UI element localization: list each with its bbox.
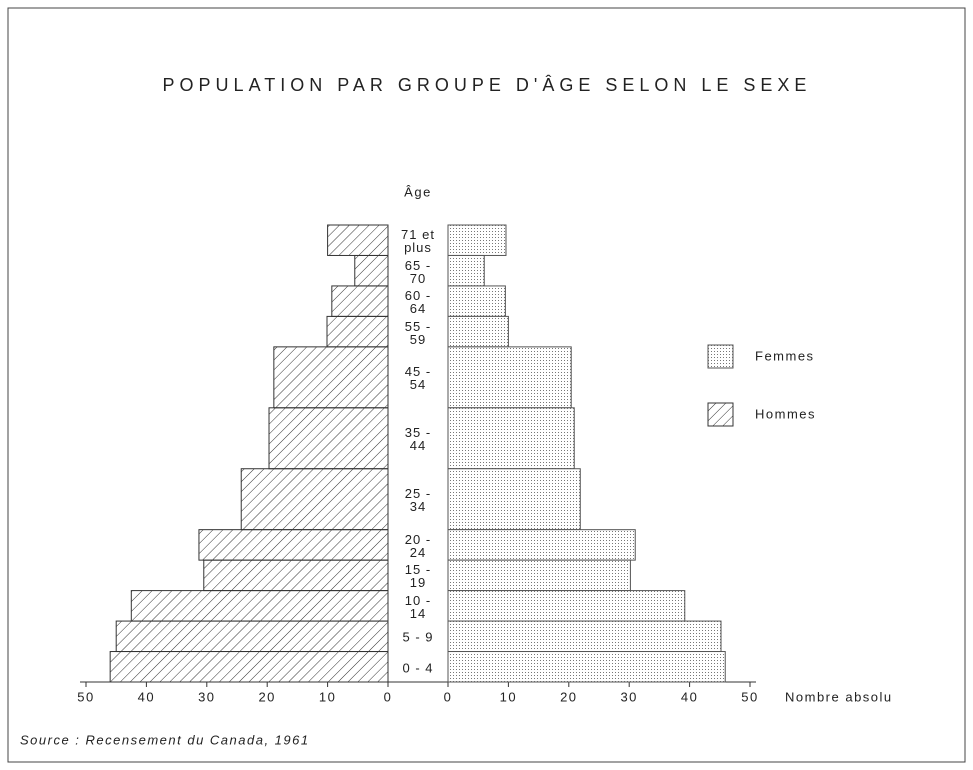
y-tick-label: 65 - 70 <box>404 257 432 286</box>
bar <box>354 254 389 287</box>
bar <box>447 590 686 622</box>
x-tick-label: 40 <box>681 689 698 704</box>
x-tick-label: 50 <box>77 689 94 704</box>
bar <box>203 559 389 592</box>
legend-swatch <box>707 344 734 369</box>
x-tick-label: 10 <box>500 689 517 704</box>
x-tick-label: 20 <box>258 689 275 704</box>
bar <box>130 590 389 622</box>
bar <box>447 620 722 653</box>
y-tick-label: 25 - 34 <box>404 486 432 515</box>
x-tick-label: 10 <box>319 689 336 704</box>
y-tick-label: 20 - 24 <box>404 531 432 560</box>
bar <box>447 468 581 531</box>
x-tick-label: 20 <box>560 689 577 704</box>
x-tick-label: 0 <box>384 689 393 704</box>
y-tick-label: 71 et plus <box>401 227 435 256</box>
x-tick-label: 50 <box>741 689 758 704</box>
chart-title: POPULATION PAR GROUPE D'ÂGE SELON LE SEX… <box>163 75 812 95</box>
y-tick-label: 45 - 54 <box>404 364 432 393</box>
bar <box>447 224 507 256</box>
bar <box>447 315 509 348</box>
bar <box>326 315 389 348</box>
y-tick-label: 55 - 59 <box>404 318 432 347</box>
bar <box>331 285 389 317</box>
bar <box>240 468 389 531</box>
x-tick-label: 0 <box>444 689 453 704</box>
bar <box>109 651 389 683</box>
y-tick-label: 15 - 19 <box>404 562 432 591</box>
y-tick-label: 35 - 44 <box>404 425 432 454</box>
bar <box>273 346 389 409</box>
bar <box>447 651 726 683</box>
bar <box>268 407 389 470</box>
legend-label: Hommes <box>755 406 816 421</box>
frame <box>7 7 966 763</box>
x-tick-label: 40 <box>138 689 155 704</box>
legend-swatch <box>707 402 734 427</box>
bar <box>327 224 389 256</box>
x-tick-label: 30 <box>620 689 637 704</box>
bar <box>447 285 506 317</box>
bar <box>447 407 575 470</box>
source: Source : Recensement du Canada, 1961 <box>20 732 310 747</box>
bar <box>115 620 389 653</box>
bar <box>447 559 631 592</box>
x-tick-label: 30 <box>198 689 215 704</box>
y-tick-label: 5 - 9 <box>402 629 434 645</box>
bar <box>447 529 636 561</box>
y-tick-label: 10 - 14 <box>404 592 432 621</box>
y-tick-label: 60 - 64 <box>404 288 432 317</box>
bar <box>447 346 572 409</box>
y-tick-label: 0 - 4 <box>402 660 434 676</box>
y-axis-label: Âge <box>404 184 432 199</box>
bar <box>198 529 389 561</box>
bar <box>447 254 485 287</box>
x-axis-label: Nombre absolu <box>785 689 893 704</box>
legend-label: Femmes <box>755 348 815 363</box>
